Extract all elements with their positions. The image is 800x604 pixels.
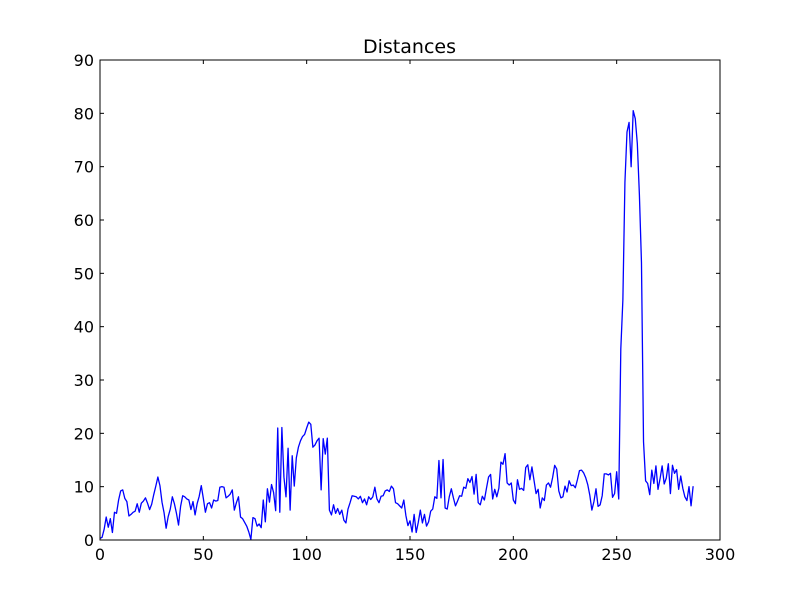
x-tick-label: 300 bbox=[705, 545, 736, 564]
y-tick-label: 40 bbox=[74, 318, 94, 337]
series-line-0 bbox=[99, 110, 694, 541]
x-tick-label: 250 bbox=[601, 545, 632, 564]
y-tick-label: 0 bbox=[84, 531, 94, 550]
x-tick-label: 200 bbox=[498, 545, 529, 564]
x-tick-label: 0 bbox=[95, 545, 105, 564]
x-tick-label: 150 bbox=[395, 545, 426, 564]
y-tick-label: 60 bbox=[74, 211, 94, 230]
y-tick-label: 50 bbox=[74, 264, 94, 283]
x-tick-label: 100 bbox=[291, 545, 322, 564]
y-tick-label: 30 bbox=[74, 371, 94, 390]
series-layer bbox=[99, 110, 694, 541]
y-tick-label: 70 bbox=[74, 158, 94, 177]
x-tick-label: 50 bbox=[193, 545, 213, 564]
y-tick-label: 80 bbox=[74, 104, 94, 123]
chart-title: Distances bbox=[363, 36, 456, 58]
y-tick-label: 20 bbox=[74, 424, 94, 443]
tick-layer: 0 50 100 150 200 250 300 0 10 20 30 40 50 60 70 80 90 bbox=[74, 51, 736, 564]
y-tick-label: 90 bbox=[74, 51, 94, 70]
y-tick-label: 10 bbox=[74, 478, 94, 497]
